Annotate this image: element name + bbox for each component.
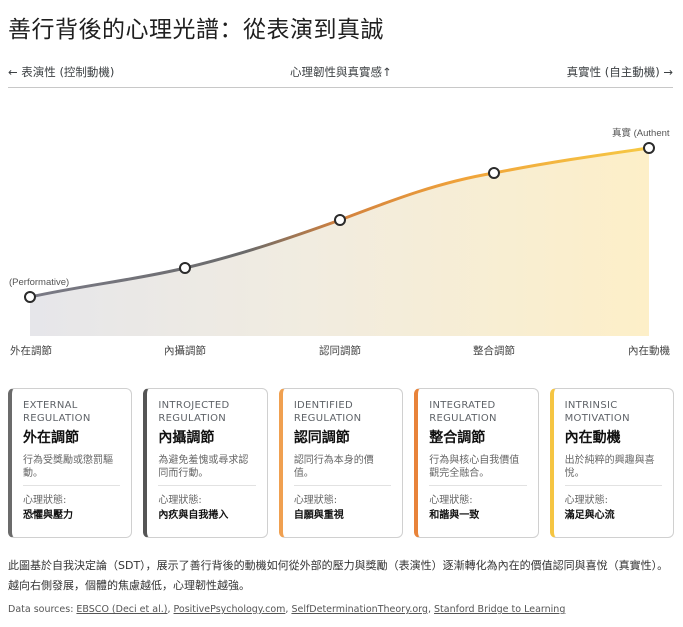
spectrum-chart: (Performative) 真實 (Authent: [9, 127, 670, 336]
data-sources: Data sources: EBSCO (Deci et al.), Posit…: [8, 604, 566, 615]
card-english-title: INTROJECTED REGULATION: [158, 400, 230, 424]
card-english-title: IDENTIFIED REGULATION: [293, 400, 362, 424]
card-state: 和諧與一致: [429, 510, 480, 521]
annotation-authentic: 真實 (Authent: [612, 127, 670, 139]
card-description: 行為受獎勵或懲罰驅動。: [23, 455, 113, 479]
source-link-positivepsychology[interactable]: PositivePsychology.com: [173, 604, 286, 615]
x-axis-labels: 外在調節 內攝調節 認同調節 整合調節 內在動機: [0, 343, 683, 359]
point-introjected: [179, 262, 191, 274]
card-chinese-title: 整合調節: [429, 430, 486, 446]
axis-label-performative: ← 表演性 (控制動機): [8, 65, 115, 79]
card-chinese-title: 外在調節: [23, 430, 79, 446]
card-chinese-title: 內攝調節: [158, 430, 215, 446]
data-points: [24, 142, 655, 303]
axis-label-resilience: 心理韌性與真實感↑: [290, 65, 392, 79]
card-divider: [564, 485, 663, 486]
card-english-title: INTEGRATED REGULATION: [429, 400, 497, 424]
explanation-note: 此圖基於自我決定論（SDT），展示了善行背後的動機如何從外部的壓力與獎勵（表演性…: [8, 559, 669, 592]
card-introjected-regulation: INTROJECTED REGULATION 內攝調節 為避免羞愧或尋求認同而行…: [143, 388, 268, 538]
source-link-ebsco[interactable]: EBSCO (Deci et al.): [76, 604, 168, 615]
card-description: 認同行為本身的價值。: [293, 455, 374, 479]
card-state-label: 心理狀態:: [293, 495, 338, 506]
card-english-title: EXTERNAL REGULATION: [23, 400, 91, 424]
card-state: 滿足與心流: [564, 510, 615, 521]
card-state: 自願與重視: [293, 510, 344, 521]
point-identified: [334, 214, 346, 226]
sources-label: Data sources:: [8, 604, 77, 615]
point-integrated: [488, 167, 500, 179]
x-label-integrated: 整合調節: [473, 345, 515, 357]
source-link-selfdeterminationtheory[interactable]: SelfDeterminationTheory.org: [291, 604, 428, 615]
x-label-introjected: 內攝調節: [164, 345, 206, 357]
card-state: 恐懼與壓力: [23, 510, 73, 521]
card-description: 行為與核心自我價值觀完全融合。: [429, 455, 520, 479]
card-chinese-title: 認同調節: [293, 430, 350, 446]
axis-divider: [8, 87, 673, 88]
card-description: 為避免羞愧或尋求認同而行動。: [158, 455, 249, 479]
axis-label-authentic: 真實性 (自主動機) →: [566, 65, 673, 79]
x-label-external: 外在調節: [10, 345, 52, 357]
card-identified-regulation: IDENTIFIED REGULATION 認同調節 認同行為本身的價值。 心理…: [278, 388, 404, 538]
card-divider: [23, 485, 121, 486]
card-intrinsic-motivation: INTRINSIC MOTIVATION 內在動機 出於純粹的興趣與喜悅。 心理…: [549, 388, 675, 538]
card-divider: [158, 485, 256, 486]
page-title: 善行背後的心理光譜：從表演到真誠: [8, 17, 384, 43]
source-link-stanford[interactable]: Stanford Bridge to Learning: [434, 604, 566, 615]
point-intrinsic: [643, 142, 655, 154]
point-external: [24, 291, 36, 303]
axis-header: ← 表演性 (控制動機) 心理韌性與真實感↑ 真實性 (自主動機) →: [8, 64, 673, 86]
card-state-label: 心理狀態:: [429, 495, 473, 506]
card-state-label: 心理狀態:: [158, 495, 202, 506]
card-state-label: 心理狀態:: [564, 495, 608, 506]
card-chinese-title: 內在動機: [564, 430, 621, 446]
card-external-regulation: EXTERNAL REGULATION 外在調節 行為受獎勵或懲罰驅動。 心理狀…: [8, 388, 133, 538]
x-label-intrinsic: 內在動機: [628, 345, 670, 357]
card-divider: [429, 485, 527, 486]
card-state: 內疚與自我捲入: [158, 510, 229, 521]
annotation-performative: (Performative): [9, 277, 69, 288]
area-fill: [30, 148, 649, 336]
card-integrated-regulation: INTEGRATED REGULATION 整合調節 行為與核心自我價值觀完全融…: [414, 388, 539, 538]
card-english-title: INTRINSIC MOTIVATION: [564, 400, 630, 424]
stage-cards: EXTERNAL REGULATION 外在調節 行為受獎勵或懲罰驅動。 心理狀…: [8, 388, 675, 538]
x-label-identified: 認同調節: [319, 345, 361, 357]
card-divider: [293, 485, 392, 486]
card-description: 出於純粹的興趣與喜悅。: [564, 455, 655, 479]
card-state-label: 心理狀態:: [23, 495, 67, 506]
